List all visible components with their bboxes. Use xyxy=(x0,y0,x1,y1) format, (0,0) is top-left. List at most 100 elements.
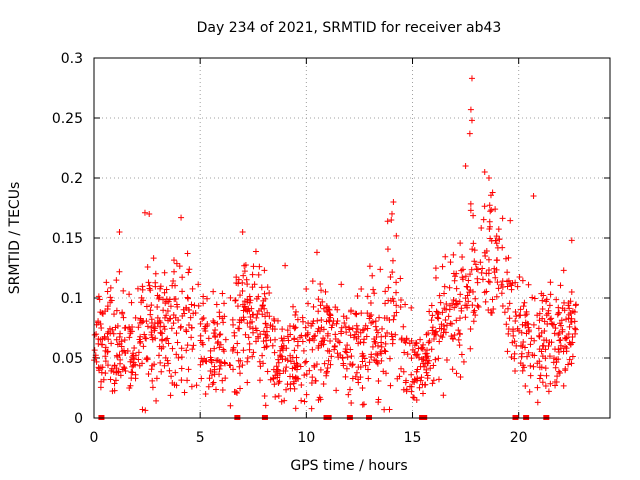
data-point xyxy=(360,401,367,408)
data-point xyxy=(302,332,309,339)
data-point xyxy=(550,355,557,362)
data-point xyxy=(358,310,365,317)
data-point xyxy=(411,379,418,386)
data-point xyxy=(571,309,578,316)
data-point xyxy=(332,331,339,338)
data-point xyxy=(364,325,371,332)
data-point xyxy=(369,272,376,279)
data-point xyxy=(547,316,554,323)
data-point xyxy=(328,353,335,360)
data-point xyxy=(126,291,133,298)
data-point xyxy=(285,337,292,344)
data-point xyxy=(412,339,419,346)
data-point xyxy=(222,360,229,367)
data-point xyxy=(222,375,229,382)
data-point xyxy=(443,322,450,329)
data-point xyxy=(443,300,450,307)
data-point xyxy=(216,331,223,338)
data-point xyxy=(139,283,146,290)
data-point xyxy=(301,359,308,366)
data-point xyxy=(540,292,547,299)
data-point xyxy=(157,285,164,292)
data-point xyxy=(244,379,251,386)
data-point xyxy=(506,315,513,322)
data-point xyxy=(140,317,147,324)
data-point xyxy=(510,332,517,339)
data-point xyxy=(246,299,253,306)
data-point xyxy=(429,380,436,387)
data-point xyxy=(227,294,234,301)
data-point xyxy=(344,342,351,349)
data-point xyxy=(512,368,519,375)
data-point xyxy=(110,369,117,376)
data-point xyxy=(164,357,171,364)
data-point xyxy=(369,318,376,325)
data-point xyxy=(402,301,409,308)
data-point xyxy=(488,206,495,213)
data-point xyxy=(495,285,502,292)
data-point xyxy=(103,279,110,286)
data-point xyxy=(482,298,489,305)
data-point xyxy=(320,380,327,387)
data-point xyxy=(464,292,471,299)
data-point xyxy=(263,334,270,341)
data-point xyxy=(421,363,428,370)
data-point xyxy=(486,279,493,286)
data-point xyxy=(324,330,331,337)
data-point xyxy=(206,375,213,382)
data-point xyxy=(569,353,576,360)
data-point xyxy=(375,399,382,406)
data-point xyxy=(231,329,238,336)
data-point xyxy=(460,358,467,365)
data-point xyxy=(519,343,526,350)
data-point xyxy=(565,315,572,322)
data-point xyxy=(204,321,211,328)
data-point xyxy=(176,263,183,270)
data-point xyxy=(353,310,360,317)
data-point xyxy=(149,362,156,369)
data-point xyxy=(301,398,308,405)
data-point xyxy=(539,315,546,322)
data-point xyxy=(407,383,414,390)
data-point xyxy=(170,257,177,264)
data-point xyxy=(154,314,161,321)
data-point xyxy=(563,316,570,323)
data-point xyxy=(568,360,575,367)
data-point xyxy=(318,287,325,294)
data-point xyxy=(113,277,120,284)
data-point xyxy=(485,256,492,263)
data-point xyxy=(554,373,561,380)
data-point xyxy=(359,353,366,360)
data-point xyxy=(446,284,453,291)
data-point xyxy=(188,324,195,331)
data-point xyxy=(233,279,240,286)
data-point xyxy=(378,339,385,346)
data-point xyxy=(517,360,524,367)
data-point xyxy=(327,337,334,344)
data-point xyxy=(277,347,284,354)
data-point xyxy=(211,319,218,326)
data-point xyxy=(229,347,236,354)
data-point xyxy=(247,313,254,320)
data-point xyxy=(374,352,381,359)
data-point xyxy=(384,329,391,336)
data-point xyxy=(258,306,265,313)
data-point xyxy=(97,384,104,391)
data-point xyxy=(253,314,260,321)
data-point xyxy=(111,311,118,318)
data-point xyxy=(142,335,149,342)
data-point xyxy=(541,328,548,335)
data-point xyxy=(509,280,516,287)
data-point xyxy=(173,260,180,267)
data-point xyxy=(491,265,498,272)
data-point xyxy=(552,364,559,371)
data-point xyxy=(116,229,123,235)
data-point xyxy=(249,325,256,332)
data-point xyxy=(116,352,123,359)
data-point xyxy=(517,306,524,313)
data-point xyxy=(236,363,243,370)
data-point xyxy=(470,309,477,316)
data-point xyxy=(313,249,320,256)
data-point xyxy=(353,322,360,329)
data-point xyxy=(237,370,243,377)
